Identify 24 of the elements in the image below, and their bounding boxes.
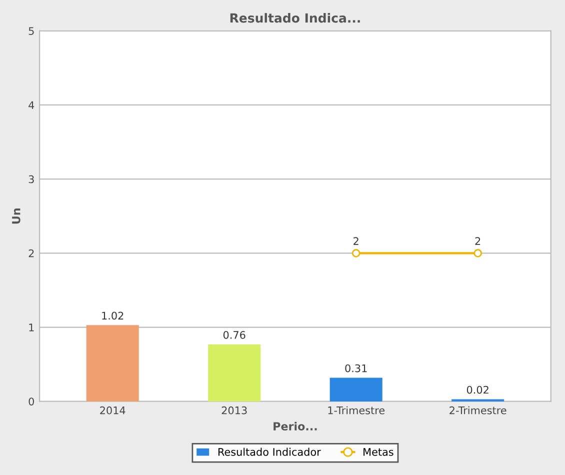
y-tick-label: 3	[28, 175, 34, 184]
y-axis-title: Un	[12, 208, 20, 224]
x-tick-label: 1-Trimestre	[328, 406, 385, 414]
data-label: 2	[354, 237, 358, 245]
x-tick-label: 2013	[222, 406, 247, 414]
y-tick-label: 0	[28, 398, 34, 406]
y-tick-label: 5	[28, 27, 34, 35]
data-label: 0.02	[466, 386, 488, 394]
data-label: 0.76	[223, 330, 246, 339]
bar	[86, 325, 139, 402]
bar	[208, 344, 261, 402]
legend-label: Metas	[364, 448, 394, 456]
x-tick-label: 2-Trimestre	[450, 406, 506, 414]
data-label: 1.02	[102, 312, 124, 320]
x-tick-label: 2014	[100, 406, 126, 414]
chart-title: Resultado Indica...	[230, 13, 360, 23]
x-axis-title: Perio...	[274, 422, 317, 430]
legend-label: Resultado Indicador	[218, 448, 321, 456]
y-tick-label: 2	[28, 249, 34, 258]
data-label: 0.31	[345, 364, 367, 372]
y-tick-label: 4	[28, 101, 34, 109]
data-label: 2	[475, 237, 480, 245]
y-tick-label: 1	[29, 324, 34, 332]
bar	[330, 378, 382, 402]
